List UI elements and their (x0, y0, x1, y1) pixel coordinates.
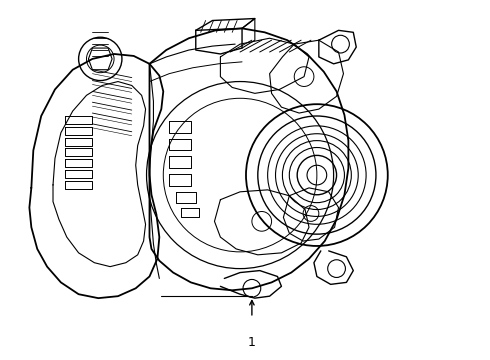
Text: 1: 1 (248, 336, 256, 348)
